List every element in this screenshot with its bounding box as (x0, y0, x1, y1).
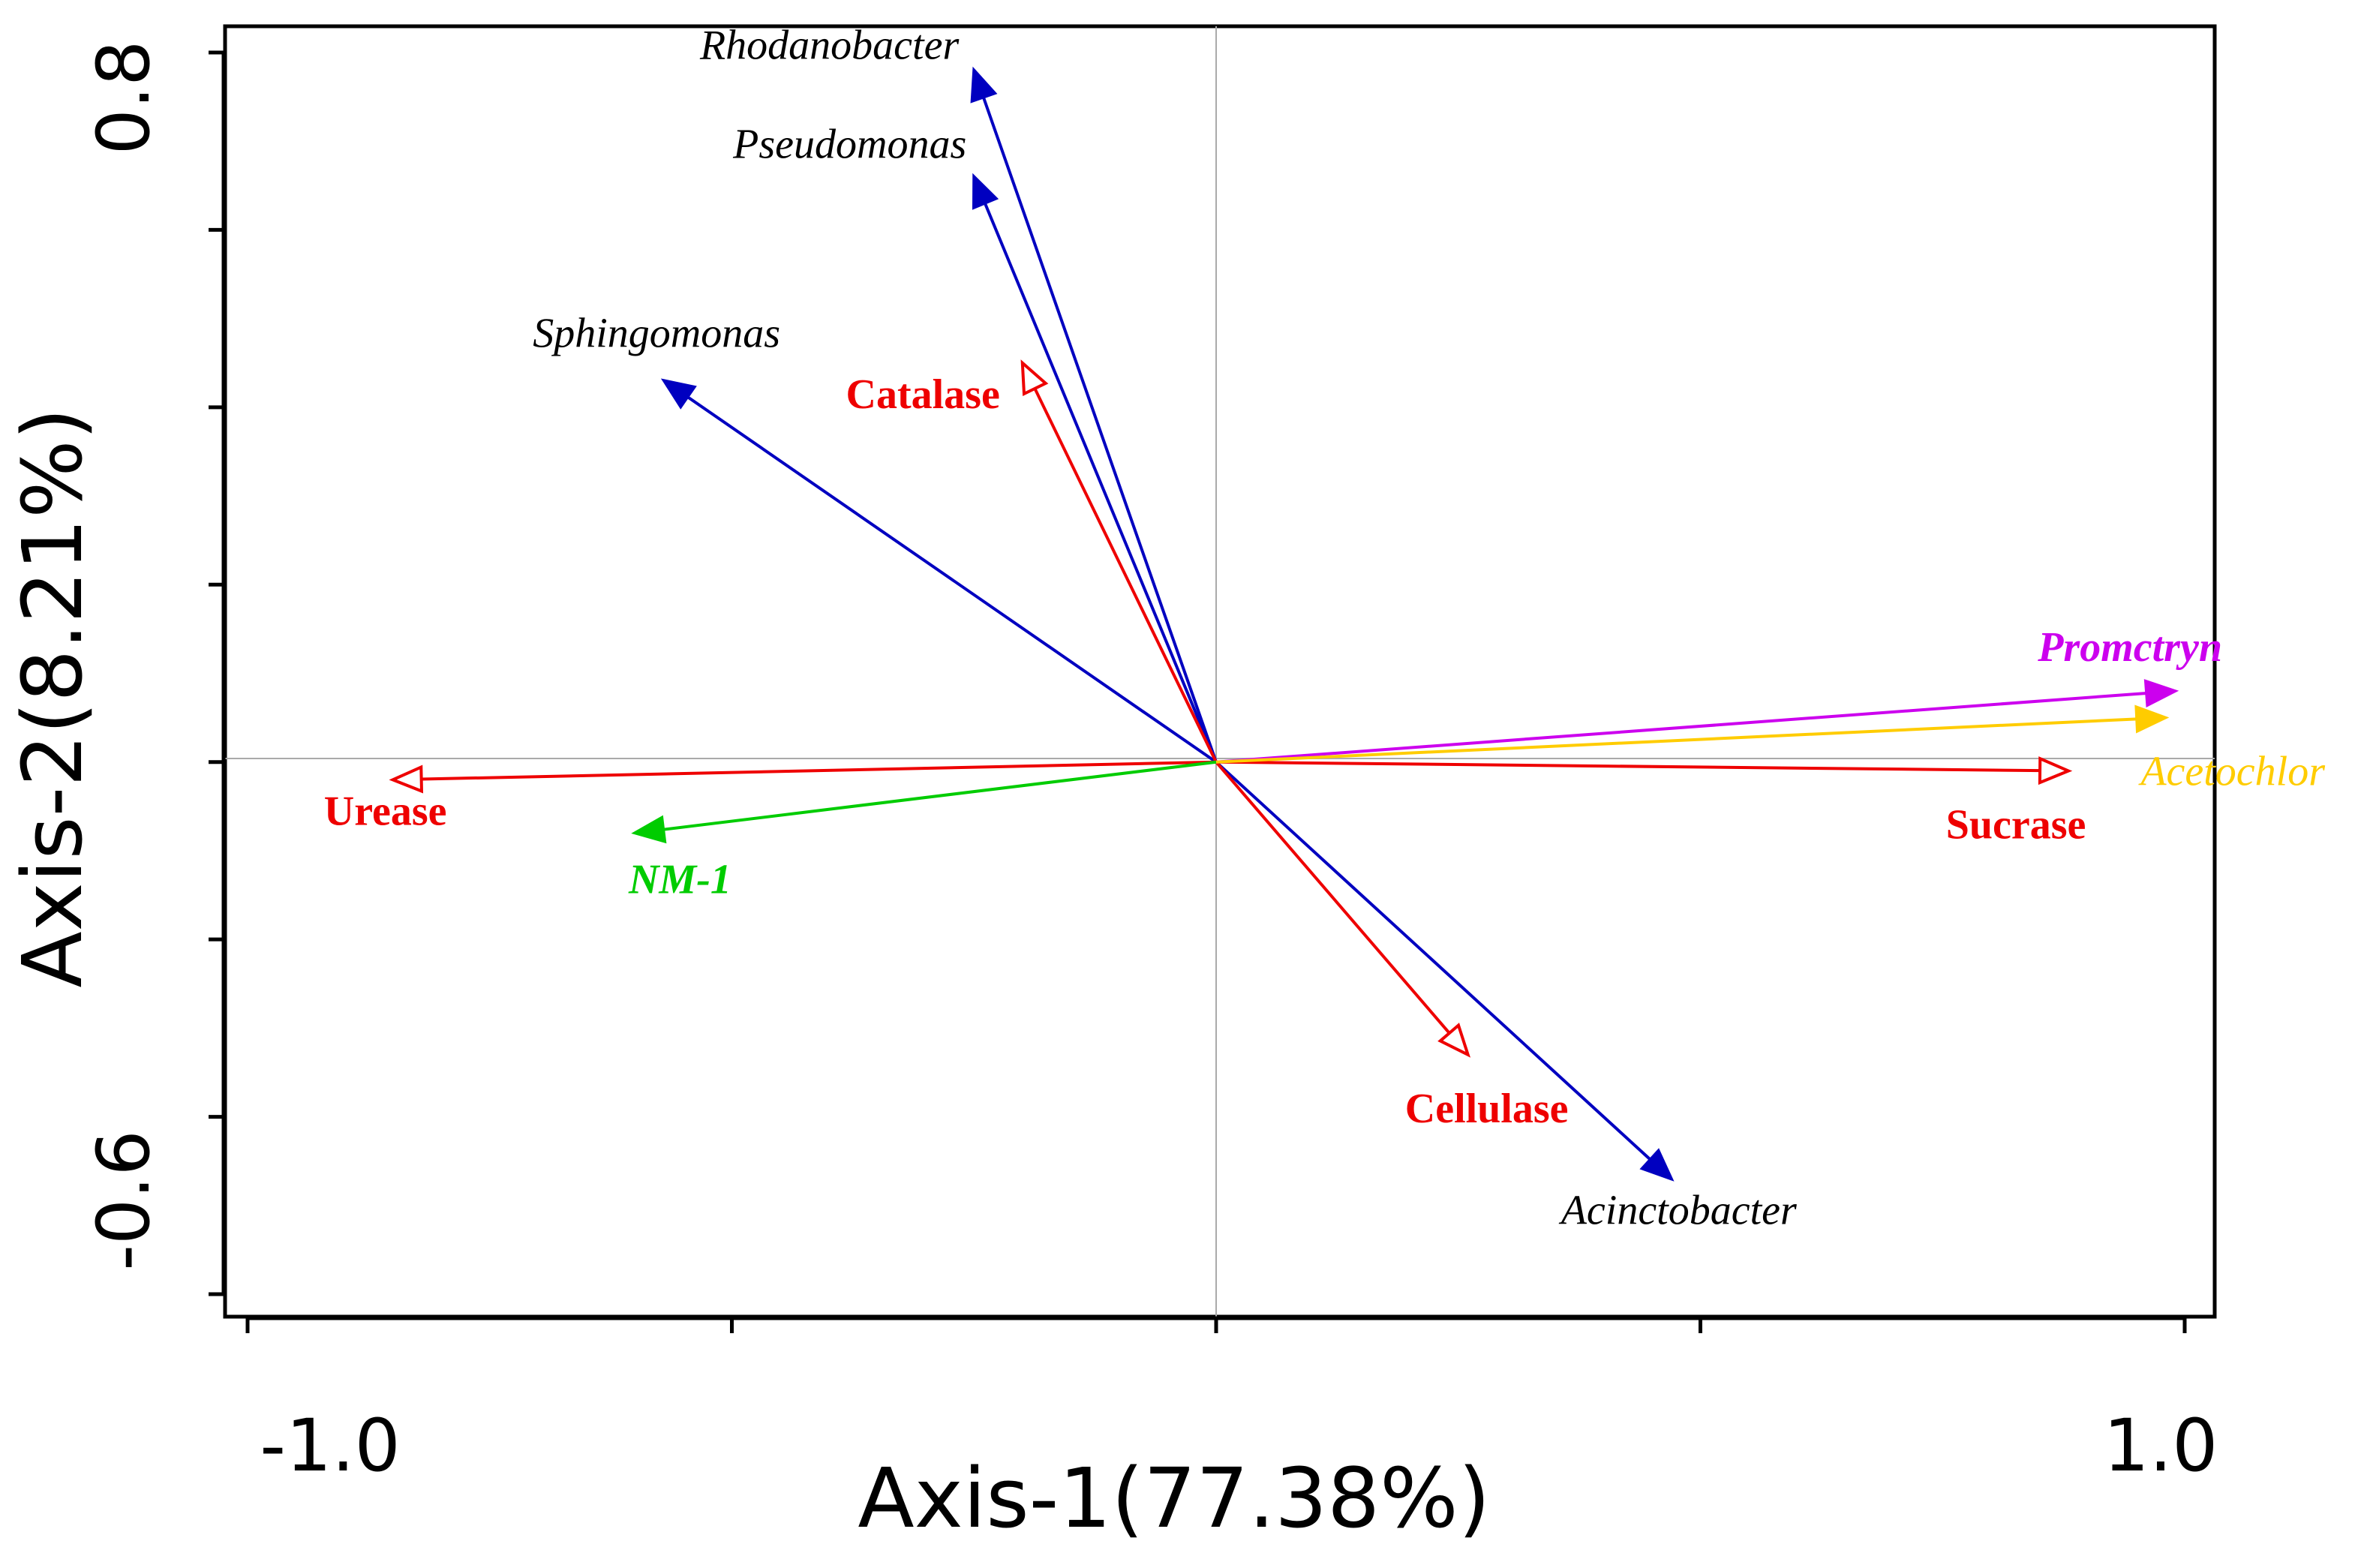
vector-head-pseudomonas (972, 173, 999, 210)
vector-head-catalase (1020, 359, 1049, 397)
vector-label-sucrase: Sucrase (1946, 802, 2086, 849)
plot-frame (223, 24, 2217, 1319)
vector-line-sphingomonas (686, 395, 1218, 764)
vector-line-urease (421, 760, 1217, 781)
vector-head-rhodanobacter (970, 66, 998, 104)
x-tick-label-max: 1.0 (2104, 1404, 2218, 1488)
vector-head-acetochlor (2134, 704, 2170, 734)
y-tick-label-min: -0.6 (82, 1130, 166, 1270)
vector-label-catalase: Catalase (846, 371, 1000, 418)
vector-label-acetochlor: Acetochlor (2137, 749, 2325, 795)
x-axis-title: Axis-1(77.38%) (858, 1450, 1490, 1546)
vector-line-pseudomonas (983, 202, 1218, 763)
vector-head-urease (389, 764, 424, 794)
vector-line-rhodanobacter (981, 96, 1218, 763)
vector-label-promctryn: Promctryn (2037, 624, 2222, 671)
y-axis-title: Axis-2(8.21%) (5, 407, 101, 987)
x-tick-label-min: -1.0 (260, 1404, 400, 1488)
vector-head-nm-1 (631, 815, 667, 844)
vector-head-sucrase (2038, 756, 2073, 786)
vector-line-acetochlor (1215, 717, 2137, 764)
vector-line-cellulase (1215, 761, 1451, 1035)
vector-head-promctryn (2143, 679, 2179, 708)
vector-head-acinctobacter (1639, 1148, 1675, 1182)
vector-line-sucrase (1215, 760, 2041, 773)
vector-label-group: Rhodanobacter Pseudomonas Sphingomonas Acin… (324, 23, 2325, 1234)
y-tick-label-max: 0.8 (82, 41, 166, 155)
vector-group (389, 66, 2179, 1182)
vector-label-pseudomonas: Pseudomonas (732, 122, 966, 168)
y-axis-ticks (209, 50, 224, 1296)
x-axis-ticks (245, 1318, 2187, 1333)
vector-line-nm-1 (662, 760, 1217, 831)
vector-label-sphingomonas: Sphingomonas (533, 310, 780, 356)
vector-head-cellulase (1437, 1023, 1471, 1058)
vector-line-promctryn (1215, 691, 2147, 764)
vector-label-urease: Urease (324, 788, 447, 834)
vector-label-nm-1: NM-1 (628, 856, 731, 903)
vector-line-catalase (1033, 388, 1218, 763)
vector-label-acinctobacter: Acinctobacter (1558, 1187, 1797, 1233)
vector-line-acinctobacter (1215, 761, 1652, 1161)
vector-head-sphingomonas (660, 378, 697, 410)
vector-label-cellulase: Cellulase (1405, 1086, 1569, 1132)
vector-label-rhodanobacter: Rhodanobacter (699, 23, 959, 69)
